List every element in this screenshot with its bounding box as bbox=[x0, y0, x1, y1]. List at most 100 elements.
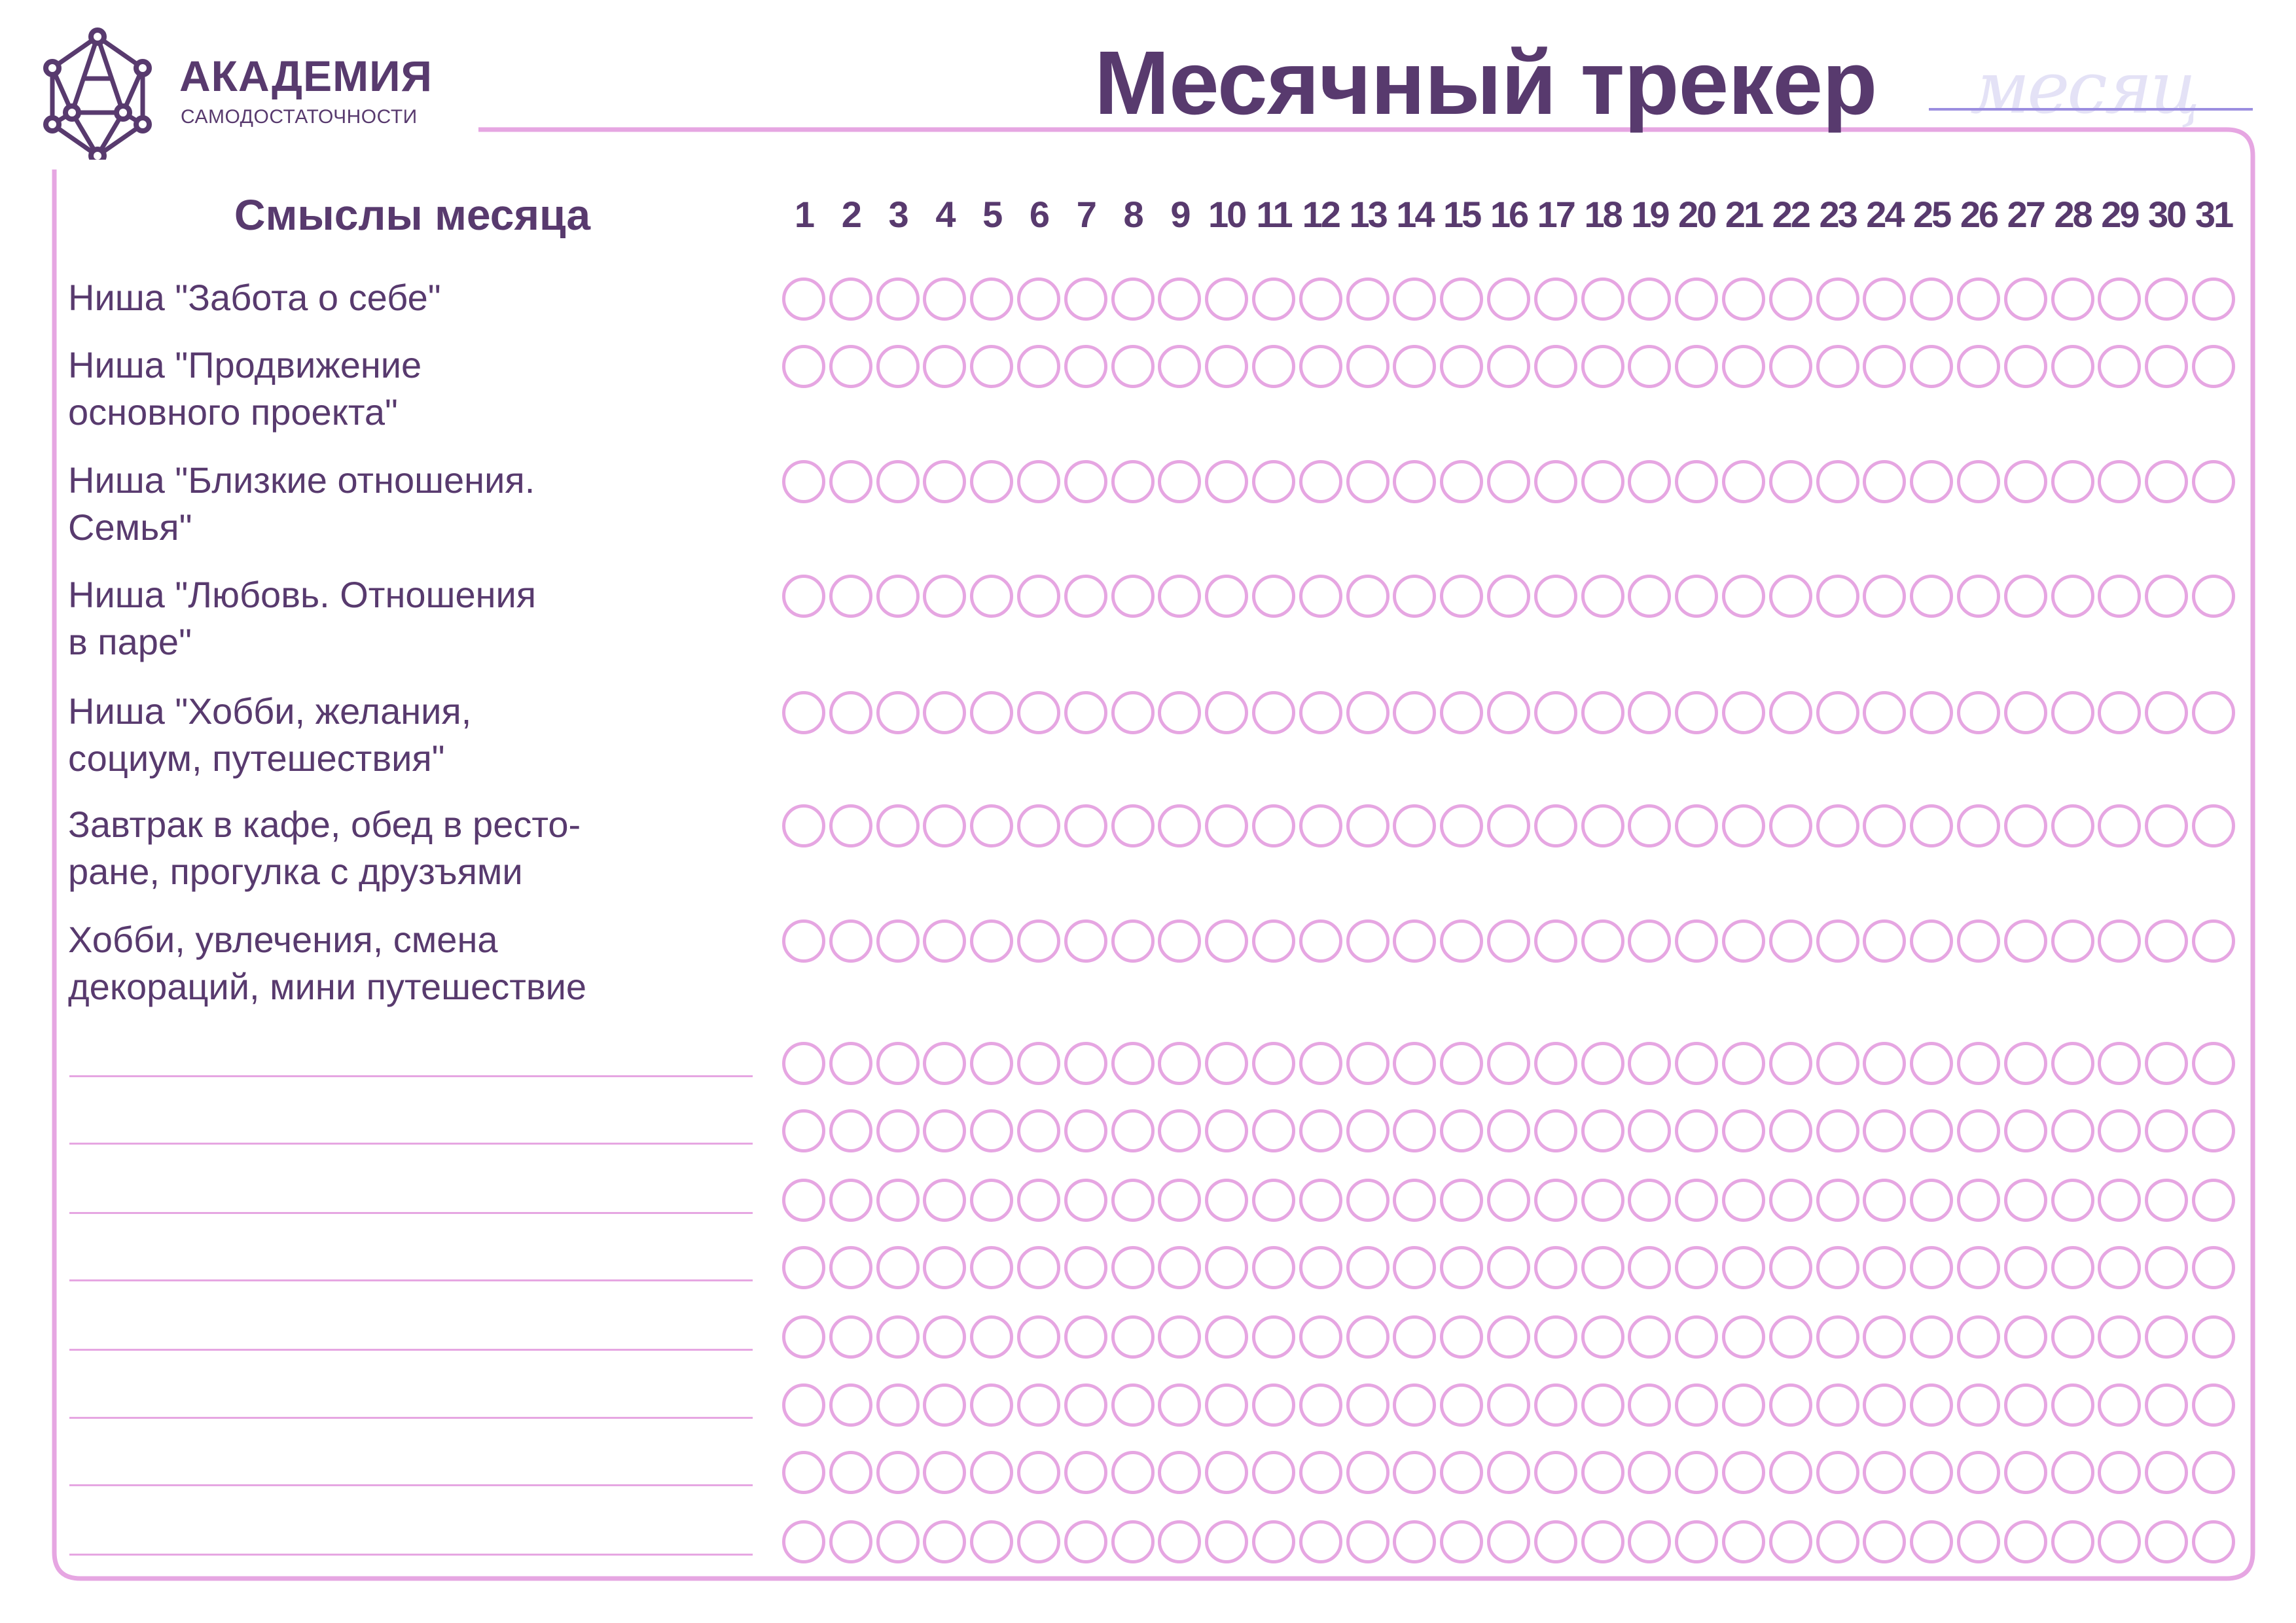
day-checkbox[interactable] bbox=[1628, 345, 1672, 388]
day-checkbox[interactable] bbox=[1581, 1179, 1624, 1222]
day-checkbox[interactable] bbox=[1158, 804, 1202, 847]
day-checkbox[interactable] bbox=[1863, 1042, 1907, 1085]
day-checkbox[interactable] bbox=[1675, 1520, 1719, 1563]
day-checkbox[interactable] bbox=[2192, 1451, 2235, 1494]
day-checkbox[interactable] bbox=[1440, 1109, 1484, 1152]
day-checkbox[interactable] bbox=[1393, 1520, 1437, 1563]
day-checkbox[interactable] bbox=[1393, 345, 1437, 388]
day-checkbox[interactable] bbox=[1722, 345, 1765, 388]
day-checkbox[interactable] bbox=[923, 1246, 967, 1289]
day-checkbox[interactable] bbox=[1205, 277, 1249, 321]
day-checkbox[interactable] bbox=[1628, 575, 1672, 618]
day-checkbox[interactable] bbox=[2192, 1179, 2235, 1222]
day-checkbox[interactable] bbox=[1346, 1451, 1390, 1494]
day-checkbox[interactable] bbox=[1534, 1383, 1577, 1427]
day-checkbox[interactable] bbox=[1722, 1520, 1765, 1563]
day-checkbox[interactable] bbox=[2003, 1042, 2047, 1085]
day-checkbox[interactable] bbox=[782, 1042, 825, 1085]
day-checkbox[interactable] bbox=[876, 1520, 920, 1563]
day-checkbox[interactable] bbox=[1205, 575, 1249, 618]
day-checkbox[interactable] bbox=[1581, 804, 1624, 847]
day-checkbox[interactable] bbox=[1299, 1179, 1342, 1222]
day-checkbox[interactable] bbox=[1768, 345, 1812, 388]
day-checkbox[interactable] bbox=[1299, 277, 1342, 321]
day-checkbox[interactable] bbox=[1299, 460, 1342, 503]
day-checkbox[interactable] bbox=[1064, 1042, 1107, 1085]
day-checkbox[interactable] bbox=[970, 1179, 1014, 1222]
day-checkbox[interactable] bbox=[1252, 1246, 1295, 1289]
day-checkbox[interactable] bbox=[1299, 1451, 1342, 1494]
day-checkbox[interactable] bbox=[1017, 1451, 1060, 1494]
day-checkbox[interactable] bbox=[1863, 345, 1907, 388]
day-checkbox[interactable] bbox=[1346, 1246, 1390, 1289]
day-checkbox[interactable] bbox=[1628, 277, 1672, 321]
day-checkbox[interactable] bbox=[1299, 575, 1342, 618]
day-checkbox[interactable] bbox=[1158, 691, 1202, 734]
day-checkbox[interactable] bbox=[2051, 345, 2094, 388]
day-checkbox[interactable] bbox=[1816, 1520, 1859, 1563]
day-checkbox[interactable] bbox=[2003, 345, 2047, 388]
day-checkbox[interactable] bbox=[970, 575, 1014, 618]
day-checkbox[interactable] bbox=[1581, 1383, 1624, 1427]
day-checkbox[interactable] bbox=[1957, 919, 2000, 963]
day-checkbox[interactable] bbox=[1205, 1109, 1249, 1152]
day-checkbox[interactable] bbox=[923, 1520, 967, 1563]
day-checkbox[interactable] bbox=[1017, 1383, 1060, 1427]
day-checkbox[interactable] bbox=[970, 460, 1014, 503]
day-checkbox[interactable] bbox=[1158, 1315, 1202, 1359]
day-checkbox[interactable] bbox=[2098, 1109, 2142, 1152]
day-checkbox[interactable] bbox=[1816, 804, 1859, 847]
day-checkbox[interactable] bbox=[829, 1383, 872, 1427]
day-checkbox[interactable] bbox=[2051, 1520, 2094, 1563]
day-checkbox[interactable] bbox=[1675, 1383, 1719, 1427]
day-checkbox[interactable] bbox=[1111, 1179, 1155, 1222]
day-checkbox[interactable] bbox=[1722, 804, 1765, 847]
day-checkbox[interactable] bbox=[2003, 804, 2047, 847]
day-checkbox[interactable] bbox=[2192, 460, 2235, 503]
day-checkbox[interactable] bbox=[1252, 1520, 1295, 1563]
day-checkbox[interactable] bbox=[1111, 460, 1155, 503]
day-checkbox[interactable] bbox=[1393, 575, 1437, 618]
day-checkbox[interactable] bbox=[1722, 1315, 1765, 1359]
day-checkbox[interactable] bbox=[1675, 1179, 1719, 1222]
day-checkbox[interactable] bbox=[1440, 1315, 1484, 1359]
day-checkbox[interactable] bbox=[1017, 1109, 1060, 1152]
day-checkbox[interactable] bbox=[1111, 1383, 1155, 1427]
day-checkbox[interactable] bbox=[1252, 460, 1295, 503]
day-checkbox[interactable] bbox=[1534, 919, 1577, 963]
day-checkbox[interactable] bbox=[2145, 1179, 2189, 1222]
day-checkbox[interactable] bbox=[1393, 804, 1437, 847]
day-checkbox[interactable] bbox=[1910, 1520, 1954, 1563]
day-checkbox[interactable] bbox=[2051, 1451, 2094, 1494]
day-checkbox[interactable] bbox=[2051, 1383, 2094, 1427]
day-checkbox[interactable] bbox=[1158, 575, 1202, 618]
day-checkbox[interactable] bbox=[1158, 1383, 1202, 1427]
day-checkbox[interactable] bbox=[1581, 1315, 1624, 1359]
day-checkbox[interactable] bbox=[1393, 691, 1437, 734]
day-checkbox[interactable] bbox=[1628, 804, 1672, 847]
day-checkbox[interactable] bbox=[1111, 277, 1155, 321]
day-checkbox[interactable] bbox=[1722, 1042, 1765, 1085]
day-checkbox[interactable] bbox=[1205, 691, 1249, 734]
day-checkbox[interactable] bbox=[1487, 1246, 1530, 1289]
day-checkbox[interactable] bbox=[782, 277, 825, 321]
month-placeholder[interactable]: месяц bbox=[1970, 46, 2200, 130]
day-checkbox[interactable] bbox=[1816, 691, 1859, 734]
day-checkbox[interactable] bbox=[1393, 277, 1437, 321]
day-checkbox[interactable] bbox=[970, 345, 1014, 388]
day-checkbox[interactable] bbox=[1768, 1042, 1812, 1085]
day-checkbox[interactable] bbox=[2003, 1109, 2047, 1152]
day-checkbox[interactable] bbox=[1252, 1179, 1295, 1222]
day-checkbox[interactable] bbox=[2098, 1520, 2142, 1563]
day-checkbox[interactable] bbox=[876, 277, 920, 321]
day-checkbox[interactable] bbox=[970, 1246, 1014, 1289]
day-checkbox[interactable] bbox=[1017, 1179, 1060, 1222]
day-checkbox[interactable] bbox=[1768, 1451, 1812, 1494]
day-checkbox[interactable] bbox=[1205, 345, 1249, 388]
day-checkbox[interactable] bbox=[782, 1315, 825, 1359]
day-checkbox[interactable] bbox=[1252, 691, 1295, 734]
day-checkbox[interactable] bbox=[2098, 277, 2142, 321]
day-checkbox[interactable] bbox=[1816, 1246, 1859, 1289]
blank-label-line[interactable] bbox=[69, 1417, 753, 1419]
day-checkbox[interactable] bbox=[970, 277, 1014, 321]
